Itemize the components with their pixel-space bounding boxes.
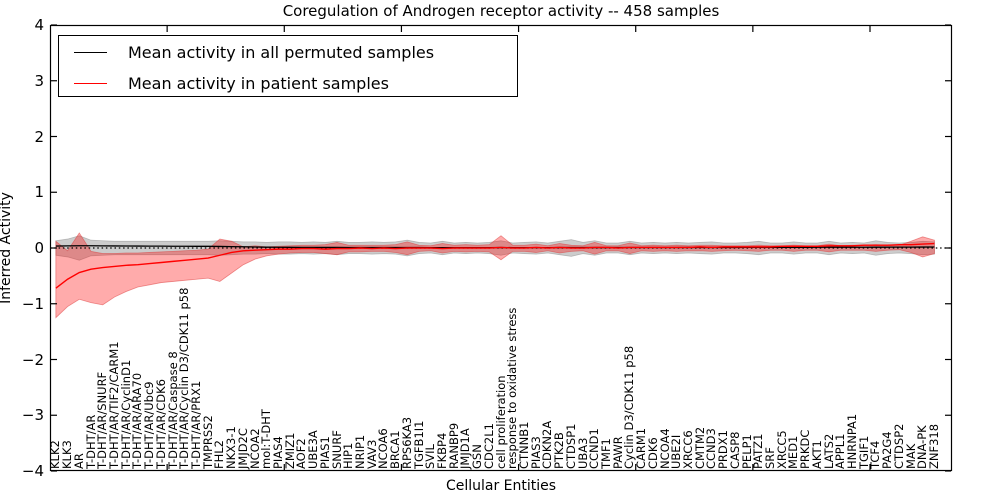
legend-entry-patient: Mean activity in patient samples [59, 69, 517, 98]
y-tick-label: 3 [34, 71, 44, 90]
legend-label-patient: Mean activity in patient samples [128, 74, 389, 93]
x-tick-label: ZNF318 [926, 423, 941, 469]
patient-band [55, 232, 935, 319]
y-tick-label: −2 [21, 350, 44, 369]
permuted-line-swatch [74, 52, 107, 53]
y-tick-label: −1 [21, 294, 44, 313]
legend: Mean activity in all permuted samples Me… [58, 35, 518, 97]
legend-label-permuted: Mean activity in all permuted samples [128, 43, 435, 62]
chart-title: Coregulation of Androgen receptor activi… [282, 2, 720, 20]
y-tick-label: 0 [34, 239, 44, 257]
legend-entry-permuted: Mean activity in all permuted samples [59, 38, 517, 67]
patient-mean-line [55, 242, 935, 289]
y-tick-label: −4 [21, 462, 44, 480]
y-tick-label: −3 [21, 406, 44, 425]
y-tick-label: 1 [34, 183, 44, 202]
patient-line-swatch [74, 83, 107, 84]
y-tick-label: 4 [34, 16, 44, 34]
x-axis-label: Cellular Entities [445, 478, 557, 494]
axes-spines [49, 24, 953, 472]
y-tick-label: 2 [34, 127, 44, 146]
